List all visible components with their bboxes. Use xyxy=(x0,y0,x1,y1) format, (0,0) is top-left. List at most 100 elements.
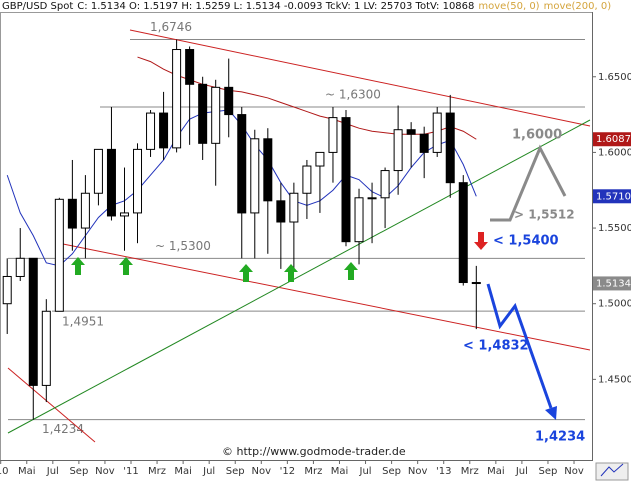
x-tick-label: '12 xyxy=(280,466,295,477)
level-label: ~ 1,6300 xyxy=(325,88,381,102)
chart-title: GBP/USD Spot xyxy=(2,1,73,12)
down-arrow xyxy=(474,232,488,250)
value-box-label: 1.5134 xyxy=(596,278,631,289)
candle-body xyxy=(250,138,260,214)
level-label: 1,4951 xyxy=(62,315,104,329)
candle-body xyxy=(198,83,208,144)
projection-arrowhead xyxy=(545,406,557,420)
up-arrow xyxy=(284,264,298,282)
candle-body xyxy=(28,257,38,386)
candle-body xyxy=(67,198,77,229)
y-tick-label: 1.6500 xyxy=(598,72,631,83)
candle-body xyxy=(367,197,377,200)
corner-icon-line xyxy=(600,463,624,477)
y-tick-label: 1.5500 xyxy=(598,223,631,234)
plot xyxy=(2,39,481,420)
candle-body xyxy=(328,117,338,153)
value-box xyxy=(593,189,631,204)
x-tick-label: Mai xyxy=(331,466,349,477)
x-tick-label: Sep xyxy=(539,466,558,477)
annotation: 1,6000 xyxy=(512,128,562,143)
level-label: ~ 1,5300 xyxy=(155,239,211,253)
candle-body xyxy=(393,129,403,172)
x-tick-label: Nov xyxy=(564,466,584,477)
header: GBP/USD Spot C: 1.5134 O: 1.5197 H: 1.52… xyxy=(2,1,611,12)
annotation: > 1,5512 xyxy=(514,208,575,222)
value-box-label: 1.6087 xyxy=(596,134,631,145)
annotation: 1,4234 xyxy=(535,430,585,445)
plot-frame xyxy=(0,12,593,461)
x-tick-label: Jul xyxy=(46,466,59,477)
x-tick-label: '13 xyxy=(436,466,451,477)
info: C: 1.5134 O: 1.5197 H: 1.5259 L: 1.5134 … xyxy=(77,1,474,12)
candle-body xyxy=(406,129,416,135)
up-arrow xyxy=(119,257,133,275)
candle-body xyxy=(80,192,90,229)
candle-body xyxy=(133,148,143,214)
x-tick-label: Nov xyxy=(252,466,272,477)
candle-body xyxy=(302,165,312,194)
candle-body xyxy=(419,133,429,153)
level-label: 1,6746 xyxy=(150,20,192,34)
projection-up xyxy=(490,144,567,222)
x-tick-label: Jul xyxy=(359,466,372,477)
candle-body xyxy=(354,197,364,243)
candle-body xyxy=(224,86,234,116)
x-tick-label: Nov xyxy=(95,466,115,477)
x-tick-label: '10 xyxy=(0,466,8,477)
x-tick-label: Sep xyxy=(69,466,88,477)
annotation: < 1,5400 xyxy=(493,234,559,249)
candle-body xyxy=(159,112,169,149)
candle-body xyxy=(41,310,51,386)
up-arrow xyxy=(344,262,358,280)
candle-body xyxy=(54,198,64,312)
support-arrows xyxy=(71,257,358,282)
annotation: < 1,4832 xyxy=(463,339,529,354)
corner-icon xyxy=(595,462,629,481)
candle-body xyxy=(289,192,299,223)
candle-body xyxy=(263,138,273,202)
trend-line xyxy=(7,367,96,443)
candle-body xyxy=(432,112,442,153)
trend-lines xyxy=(7,29,591,443)
candle-body xyxy=(106,148,116,217)
candle-body xyxy=(172,49,182,149)
x-tick-label: Jul xyxy=(515,466,528,477)
candle-body xyxy=(276,200,286,223)
projection-down xyxy=(486,283,553,409)
level-label: 1,4234 xyxy=(42,422,84,436)
x-tick-label: Sep xyxy=(226,466,245,477)
y-tick-label: 1.5000 xyxy=(598,299,631,310)
candle-body xyxy=(2,275,12,305)
candle-body xyxy=(315,151,325,167)
candle-body xyxy=(119,212,129,217)
value-box xyxy=(593,132,631,147)
candle-body xyxy=(146,112,156,150)
x-tick-label: Mrz xyxy=(148,466,166,477)
x-tick-label: Jul xyxy=(202,466,215,477)
legend-entry: move(50, 0) xyxy=(478,1,539,12)
x-tick-label: Mai xyxy=(18,466,36,477)
y-tick-label: 1.4500 xyxy=(598,374,631,385)
x-tick-label: '11 xyxy=(123,466,138,477)
candle-body xyxy=(471,282,481,285)
candle-body xyxy=(341,117,351,243)
x-tick-label: Sep xyxy=(382,466,401,477)
value-box-label: 1.5710 xyxy=(596,191,631,202)
x-tick-label: Mai xyxy=(174,466,192,477)
candle-body xyxy=(445,112,455,184)
axes: 1.4500 1.5000 1.5500 1.6000 1.6500 '10 Mai Jul S… xyxy=(0,72,631,477)
x-tick-label: Mai xyxy=(487,466,505,477)
x-tick-label: Mrz xyxy=(461,466,479,477)
up-arrow xyxy=(239,264,253,282)
trend-line xyxy=(129,29,591,127)
candle-body xyxy=(93,148,103,194)
right-axis-area xyxy=(593,12,631,461)
x-tick-label: Nov xyxy=(408,466,428,477)
candle-body xyxy=(237,114,247,214)
annotations: 1,6000 > 1,5512 < 1,5400 < 1,4832 1,4234 © ht… xyxy=(222,128,585,459)
x-tick-label: Mrz xyxy=(304,466,322,477)
trend-line xyxy=(57,242,591,351)
